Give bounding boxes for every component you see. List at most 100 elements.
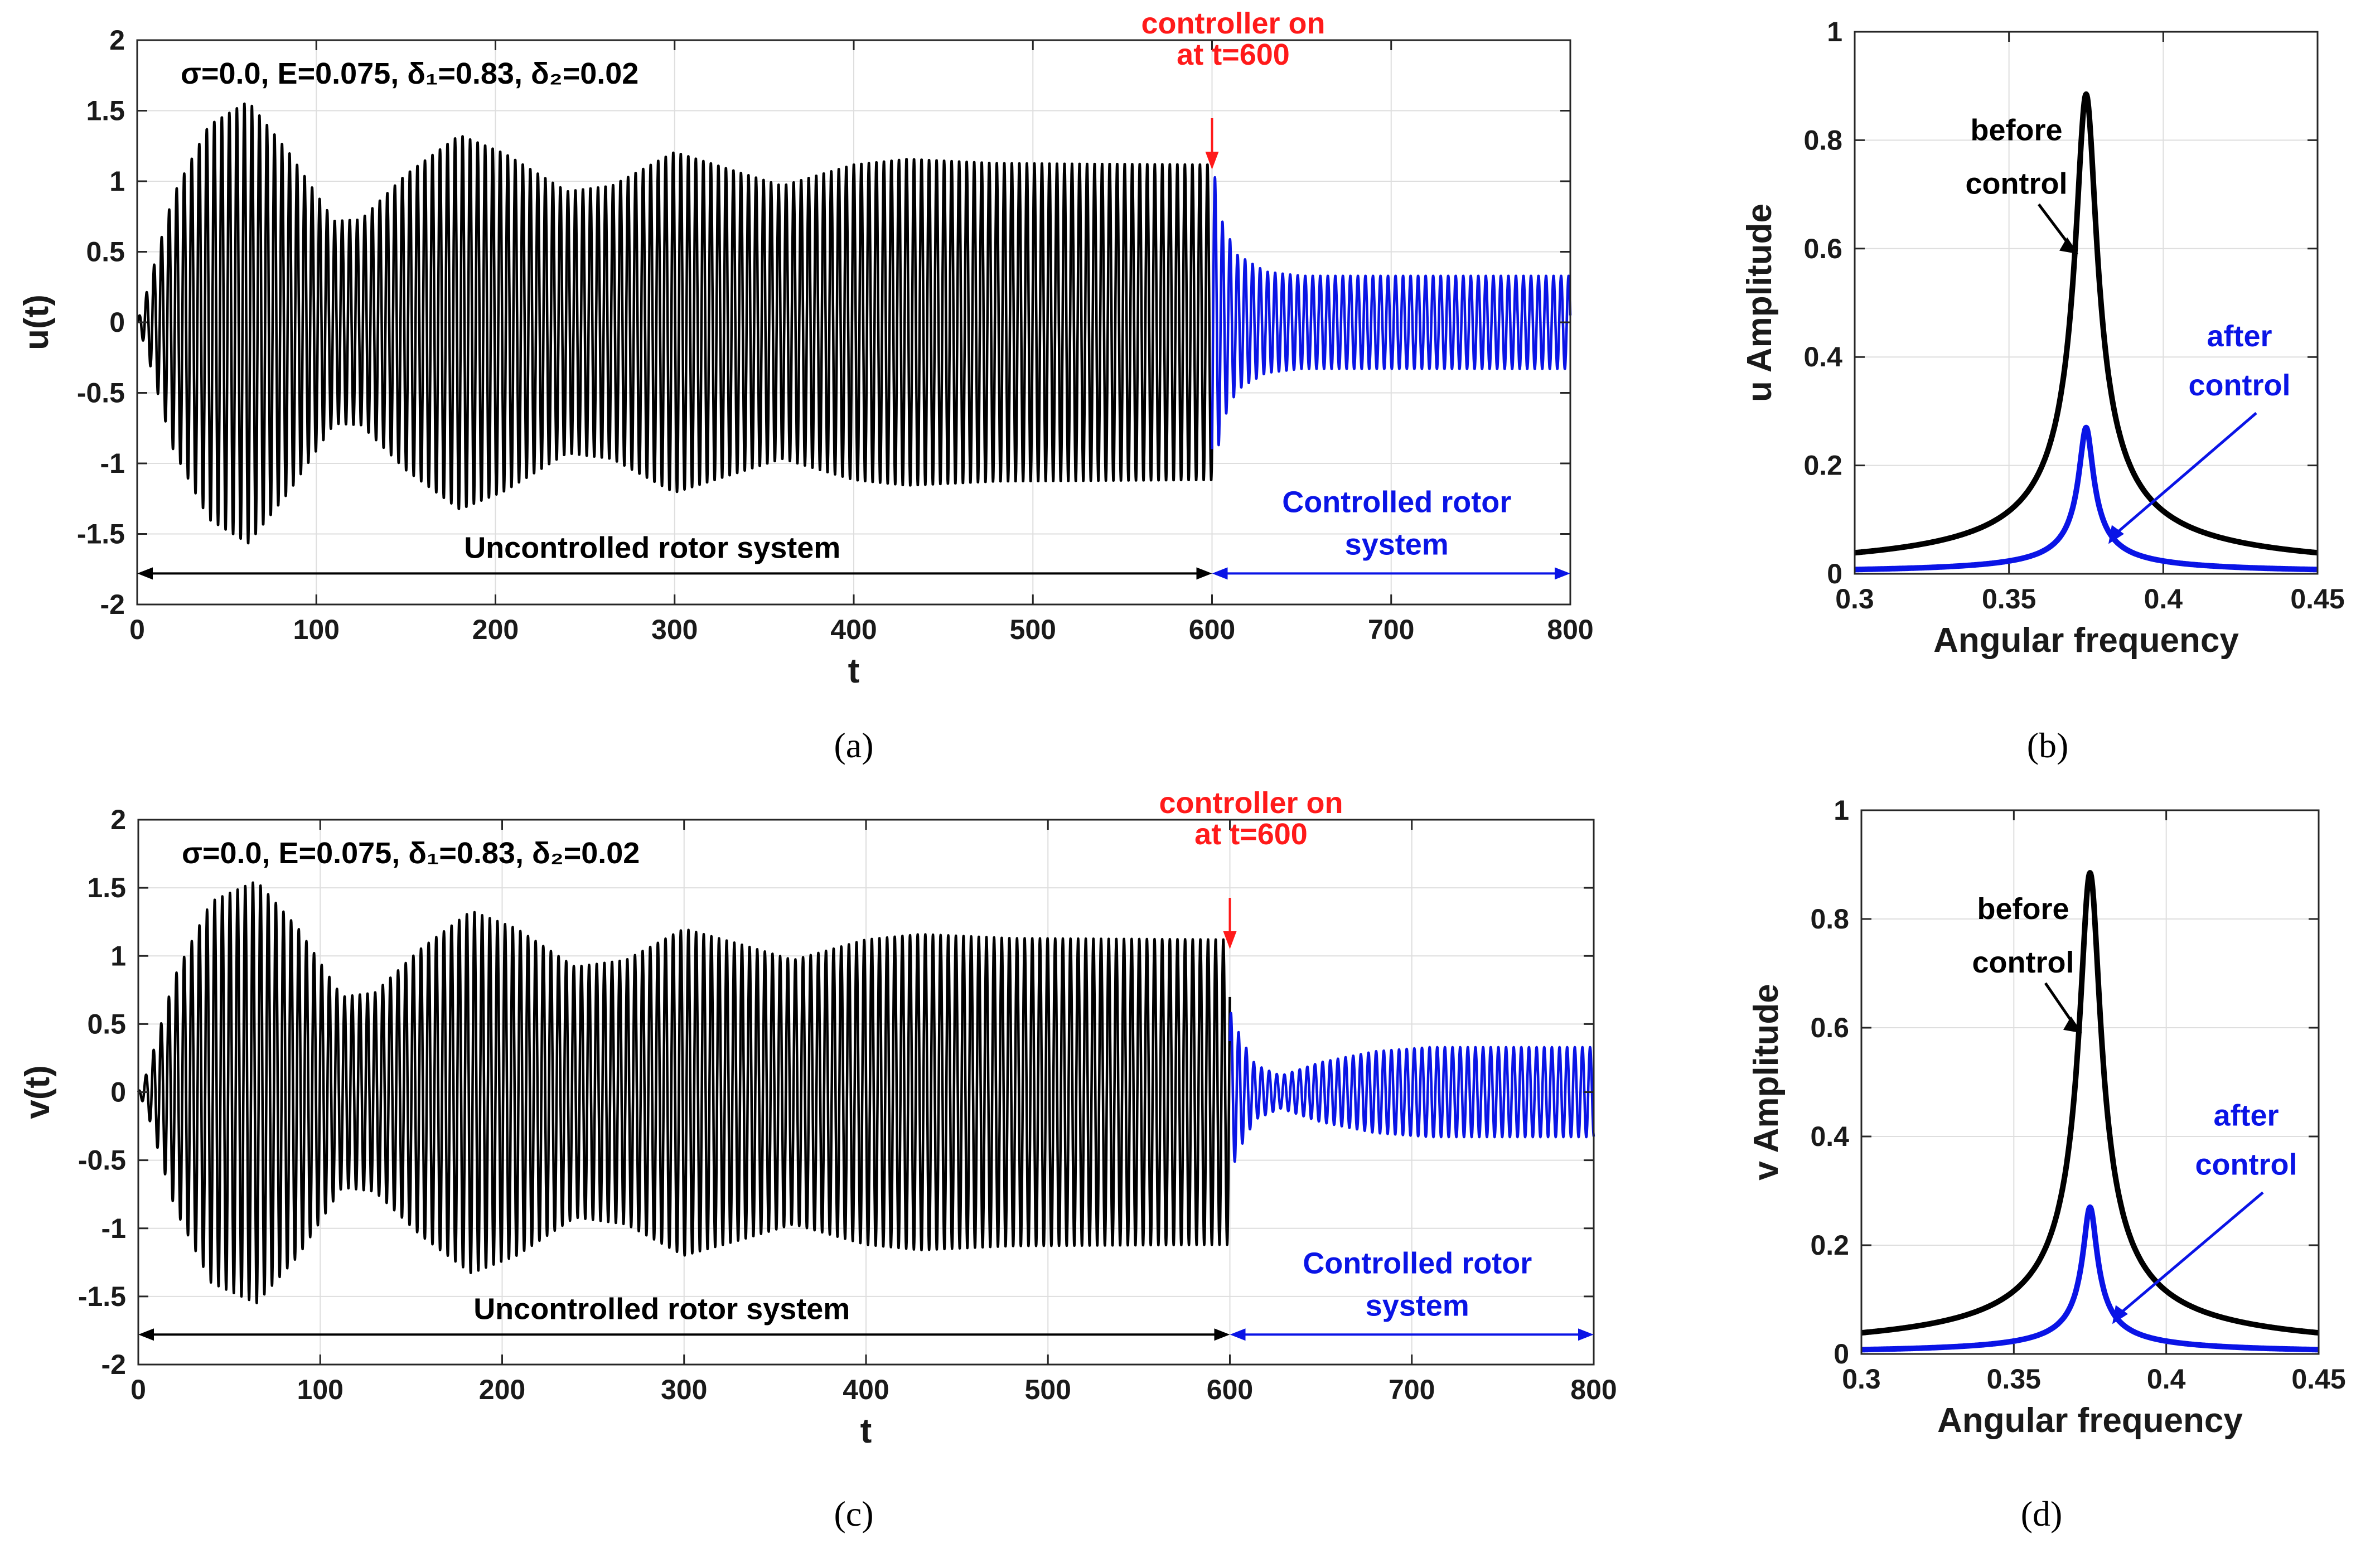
y-tick-label: -0.5 xyxy=(77,378,125,409)
panel-label: (b) xyxy=(2027,725,2069,765)
series-before-control xyxy=(1859,870,2321,1336)
panel-d: 0.3 0.35 0.4 0.45 0 0.2 0.4 0.6 0.8 1 before contro… xyxy=(1747,795,2346,1534)
uncontrolled-label: Uncontrolled rotor system xyxy=(464,531,840,564)
y-tick-label: 0.4 xyxy=(1803,341,1842,373)
series-uncontrolled xyxy=(136,102,1213,545)
y-tick-label: 0.2 xyxy=(1803,450,1842,481)
x-tick-label: 300 xyxy=(651,614,698,645)
controlled-range-arrow-head-right xyxy=(1578,1328,1594,1341)
controller-arrowhead xyxy=(1223,931,1237,949)
after-control-line: control xyxy=(2195,1148,2297,1182)
x-tick-label: 0.45 xyxy=(2290,583,2344,615)
y-axis-label: v(t) xyxy=(18,1065,57,1119)
y-tick-label: -1.5 xyxy=(77,519,125,550)
x-tick-label: 0.35 xyxy=(1982,583,2036,615)
uncontrolled-range-arrow-head-left xyxy=(138,1328,154,1341)
controlled-range-arrow xyxy=(1230,1328,1594,1341)
y-tick-label: 0 xyxy=(1834,1338,1849,1370)
x-tick-label: 800 xyxy=(1570,1374,1617,1405)
x-axis-label: t xyxy=(848,652,860,690)
after-control-line: after xyxy=(2213,1099,2279,1133)
after-control-line: after xyxy=(2207,320,2272,353)
uncontrolled-range-arrow xyxy=(138,1328,1230,1341)
uncontrolled-range-arrow xyxy=(137,567,1212,580)
y-axis-label: v Amplitude xyxy=(1747,984,1786,1181)
x-tick-label: 0.4 xyxy=(2147,1363,2186,1395)
y-tick-label: -1 xyxy=(100,448,125,479)
y-tick-label: 1 xyxy=(1827,16,1842,47)
y-tick-label: 1 xyxy=(1834,795,1849,826)
parameter-text: σ=0.0, E=0.075, δ₁=0.83, δ₂=0.02 xyxy=(182,836,640,870)
y-tick-label: 1.5 xyxy=(87,872,126,903)
x-tick-label: 800 xyxy=(1547,614,1593,645)
axes-frame xyxy=(1854,31,2319,575)
panel-label: (a) xyxy=(834,725,873,765)
x-tick-label: 0 xyxy=(129,614,145,645)
after-control-arrowhead xyxy=(2108,525,2124,544)
after-control-line: control xyxy=(2189,369,2291,402)
y-tick-label: 0 xyxy=(110,1077,126,1108)
panel-label: (c) xyxy=(834,1494,873,1534)
x-tick-label: 700 xyxy=(1368,614,1414,645)
y-tick-label: -1.5 xyxy=(78,1281,126,1312)
series-after-control xyxy=(1859,1204,2321,1353)
x-tick-label: 400 xyxy=(830,614,877,645)
after-control-label: after control xyxy=(2189,320,2291,402)
y-tick-label: 0 xyxy=(109,307,125,338)
uncontrolled-range-arrow-head-right xyxy=(1214,1328,1230,1341)
series-before-control xyxy=(1852,91,2320,556)
controlled-label: Controlled rotor system xyxy=(1282,485,1511,561)
y-tick-label: -2 xyxy=(100,589,125,620)
controlled-label-line: system xyxy=(1345,528,1449,561)
controlled-label-line: Controlled rotor xyxy=(1282,485,1511,519)
y-tick-label: 0.8 xyxy=(1810,903,1849,935)
x-axis-label: Angular frequency xyxy=(1933,621,2239,660)
after-control-label: after control xyxy=(2195,1099,2297,1182)
x-tick-label: 0.3 xyxy=(1842,1363,1881,1395)
controlled-range-arrow-head-left xyxy=(1212,567,1228,580)
series-controlled xyxy=(1211,176,1572,449)
x-tick-label: 0.35 xyxy=(1987,1363,2041,1395)
controller-on-line: at t=600 xyxy=(1177,38,1290,71)
panel-b: 0.3 0.35 0.4 0.45 0 0.2 0.4 0.6 0.8 1 before contro… xyxy=(1740,16,2345,765)
x-tick-label: 0.3 xyxy=(1835,583,1874,615)
panel-c: 0 100 200 300 400 500 600 700 800 -2 -1.5 -1 -0.5 0 0.… xyxy=(18,786,1617,1534)
y-tick-label: 1 xyxy=(110,940,126,971)
y-tick-label: 0.5 xyxy=(86,236,125,268)
series-controlled xyxy=(1228,1012,1595,1163)
before-control-line: before xyxy=(1977,892,2069,926)
before-control-label: before control xyxy=(1972,892,2074,979)
controller-on-line: at t=600 xyxy=(1194,817,1308,851)
y-tick-label: 0.6 xyxy=(1803,233,1842,264)
y-tick-label: -1 xyxy=(101,1213,126,1244)
x-tick-label: 500 xyxy=(1010,614,1056,645)
x-axis-label: t xyxy=(860,1412,872,1450)
panel-a: 0 100 200 300 400 500 600 700 800 -2 -1.5 -1 -0.5 0 0.… xyxy=(17,7,1594,765)
controlled-range-arrow xyxy=(1212,567,1570,580)
x-tick-label: 100 xyxy=(297,1374,344,1405)
y-tick-label: 2 xyxy=(109,25,125,56)
uncontrolled-range-arrow-head-left xyxy=(137,567,153,580)
uncontrolled-range-arrow-head-right xyxy=(1196,567,1212,580)
x-tick-label: 200 xyxy=(479,1374,525,1405)
after-control-arrow xyxy=(2112,412,2257,538)
y-tick-label: 0.6 xyxy=(1810,1012,1849,1043)
series-uncontrolled xyxy=(137,881,1231,1304)
x-axis-label: Angular frequency xyxy=(1937,1401,2243,1440)
before-control-line: before xyxy=(1970,113,2062,147)
series-after-control xyxy=(1852,424,2320,573)
x-tick-label: 400 xyxy=(843,1374,889,1405)
after-control-arrowhead xyxy=(2112,1305,2128,1324)
x-tick-label: 600 xyxy=(1189,614,1235,645)
x-tick-label: 600 xyxy=(1207,1374,1253,1405)
y-tick-label: 1.5 xyxy=(86,95,125,127)
y-tick-label: 0.4 xyxy=(1810,1121,1849,1152)
parameter-text: σ=0.0, E=0.075, δ₁=0.83, δ₂=0.02 xyxy=(181,57,638,90)
controller-on-line: controller on xyxy=(1159,786,1343,820)
controller-arrowhead xyxy=(1205,152,1219,170)
controlled-label-line: system xyxy=(1366,1289,1469,1322)
before-control-arrowhead xyxy=(2059,237,2078,254)
x-tick-label: 500 xyxy=(1025,1374,1071,1405)
